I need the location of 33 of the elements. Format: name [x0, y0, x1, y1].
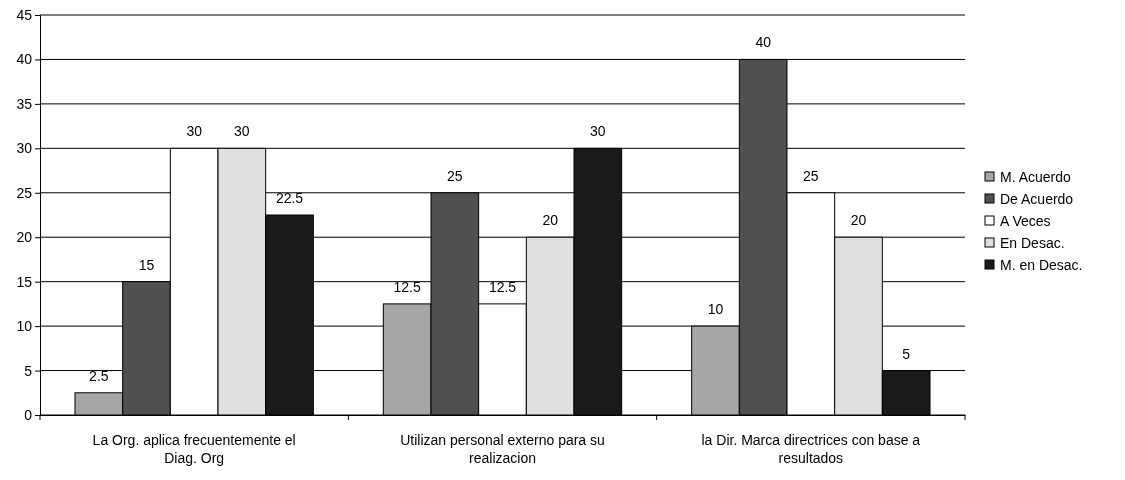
- data-label: 10: [707, 301, 724, 318]
- y-tick-label: 45: [16, 6, 33, 23]
- y-tick-label: 0: [24, 406, 33, 423]
- data-label: 25: [803, 167, 819, 184]
- data-label: 22.5: [275, 190, 304, 206]
- x-tick-label: la Dir. Marca directrices con base a resultados: [701, 432, 921, 466]
- data-label: 25: [447, 167, 463, 184]
- data-label: 40: [755, 34, 772, 51]
- data-label: 20: [850, 212, 867, 229]
- data-label: 12.5: [393, 278, 421, 295]
- y-tick-label: 5: [24, 362, 33, 379]
- data-label: 12.5: [488, 278, 517, 295]
- data-label: 20: [542, 212, 559, 229]
- y-tick-label: 30: [16, 140, 33, 157]
- y-tick-label: 20: [16, 229, 33, 246]
- legend-label: M. Acuerdo: [1000, 169, 1072, 185]
- x-tick-label: La Org. aplica frecuentemente el Diag. Org: [92, 432, 296, 466]
- y-tick-label: 35: [16, 95, 33, 112]
- y-tick-label: 15: [16, 273, 33, 290]
- y-tick-label: 10: [16, 318, 33, 335]
- legend-label: En Desac.: [1000, 235, 1065, 251]
- legend-label: M. en Desac.: [1000, 257, 1083, 273]
- x-tick-label: Utilizan personal externo para su realizacion: [400, 432, 605, 466]
- y-tick-label: 40: [16, 51, 33, 68]
- data-label: 5: [902, 345, 911, 362]
- legend-label: De Acuerdo: [1000, 191, 1074, 207]
- data-label: 30: [590, 123, 606, 140]
- legend-label: A Veces: [1000, 213, 1051, 229]
- y-tick-label: 25: [16, 184, 33, 201]
- data-label: 2.5: [89, 367, 109, 384]
- data-label: 30: [186, 123, 203, 140]
- data-label: 30: [234, 123, 250, 140]
- data-label: 15: [138, 256, 155, 273]
